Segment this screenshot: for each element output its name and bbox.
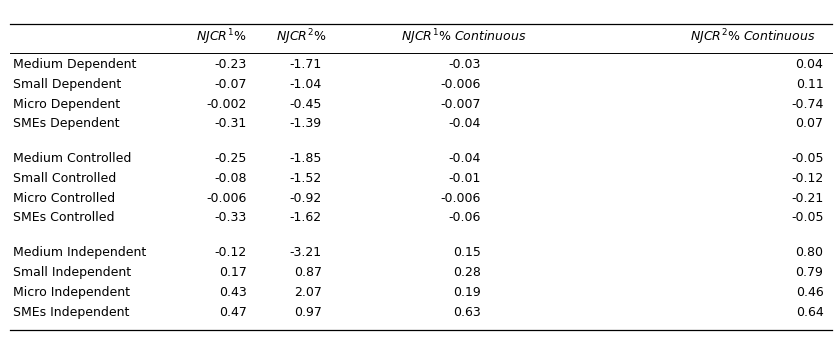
Text: -1.62: -1.62 xyxy=(290,211,322,224)
Text: Micro Dependent: Micro Dependent xyxy=(13,98,120,111)
Text: 0.87: 0.87 xyxy=(294,266,322,279)
Text: 0.04: 0.04 xyxy=(796,58,823,71)
Text: -0.03: -0.03 xyxy=(448,58,481,71)
Text: -1.52: -1.52 xyxy=(289,172,322,185)
Text: 2.07: 2.07 xyxy=(294,286,322,299)
Text: -0.006: -0.006 xyxy=(441,78,481,91)
Text: $NJCR^1\%$ Continuous: $NJCR^1\%$ Continuous xyxy=(401,28,527,47)
Text: Small Dependent: Small Dependent xyxy=(13,78,120,91)
Text: -0.12: -0.12 xyxy=(214,246,247,259)
Text: -0.007: -0.007 xyxy=(441,98,481,111)
Text: -1.85: -1.85 xyxy=(289,152,322,165)
Text: Micro Independent: Micro Independent xyxy=(13,286,130,299)
Text: SMEs Controlled: SMEs Controlled xyxy=(13,211,114,224)
Text: 0.63: 0.63 xyxy=(453,306,481,319)
Text: $NJCR^1\%$: $NJCR^1\%$ xyxy=(196,28,247,47)
Text: -0.006: -0.006 xyxy=(441,192,481,205)
Text: Medium Independent: Medium Independent xyxy=(13,246,145,259)
Text: -0.04: -0.04 xyxy=(448,152,481,165)
Text: 0.28: 0.28 xyxy=(453,266,481,279)
Text: -0.74: -0.74 xyxy=(791,98,823,111)
Text: 0.19: 0.19 xyxy=(453,286,481,299)
Text: -0.006: -0.006 xyxy=(206,192,247,205)
Text: Small Controlled: Small Controlled xyxy=(13,172,116,185)
Text: SMEs Independent: SMEs Independent xyxy=(13,306,129,319)
Text: -0.06: -0.06 xyxy=(448,211,481,224)
Text: Medium Dependent: Medium Dependent xyxy=(13,58,136,71)
Text: -0.23: -0.23 xyxy=(214,58,247,71)
Text: 0.07: 0.07 xyxy=(796,117,823,130)
Text: -0.25: -0.25 xyxy=(214,152,247,165)
Text: -1.39: -1.39 xyxy=(290,117,322,130)
Text: -0.05: -0.05 xyxy=(791,152,823,165)
Text: 0.17: 0.17 xyxy=(219,266,247,279)
Text: -0.21: -0.21 xyxy=(791,192,823,205)
Text: SMEs Dependent: SMEs Dependent xyxy=(13,117,119,130)
Text: -0.33: -0.33 xyxy=(214,211,247,224)
Text: -0.05: -0.05 xyxy=(791,211,823,224)
Text: $NJCR^2\%$: $NJCR^2\%$ xyxy=(276,28,326,47)
Text: 0.80: 0.80 xyxy=(796,246,823,259)
Text: -0.002: -0.002 xyxy=(206,98,247,111)
Text: -0.92: -0.92 xyxy=(289,192,322,205)
Text: 0.47: 0.47 xyxy=(219,306,247,319)
Text: -0.12: -0.12 xyxy=(791,172,823,185)
Text: -3.21: -3.21 xyxy=(290,246,322,259)
Text: 0.11: 0.11 xyxy=(796,78,823,91)
Text: 0.43: 0.43 xyxy=(219,286,247,299)
Text: Medium Controlled: Medium Controlled xyxy=(13,152,131,165)
Text: -0.04: -0.04 xyxy=(448,117,481,130)
Text: Micro Controlled: Micro Controlled xyxy=(13,192,115,205)
Text: 0.79: 0.79 xyxy=(796,266,823,279)
Text: -1.04: -1.04 xyxy=(289,78,322,91)
Text: -0.31: -0.31 xyxy=(214,117,247,130)
Text: 0.15: 0.15 xyxy=(453,246,481,259)
Text: Small Independent: Small Independent xyxy=(13,266,130,279)
Text: 0.46: 0.46 xyxy=(796,286,823,299)
Text: 0.64: 0.64 xyxy=(796,306,823,319)
Text: -0.08: -0.08 xyxy=(214,172,247,185)
Text: -0.07: -0.07 xyxy=(214,78,247,91)
Text: -1.71: -1.71 xyxy=(289,58,322,71)
Text: $NJCR^2\%$ Continuous: $NJCR^2\%$ Continuous xyxy=(690,28,815,47)
Text: -0.01: -0.01 xyxy=(448,172,481,185)
Text: 0.97: 0.97 xyxy=(294,306,322,319)
Text: -0.45: -0.45 xyxy=(289,98,322,111)
